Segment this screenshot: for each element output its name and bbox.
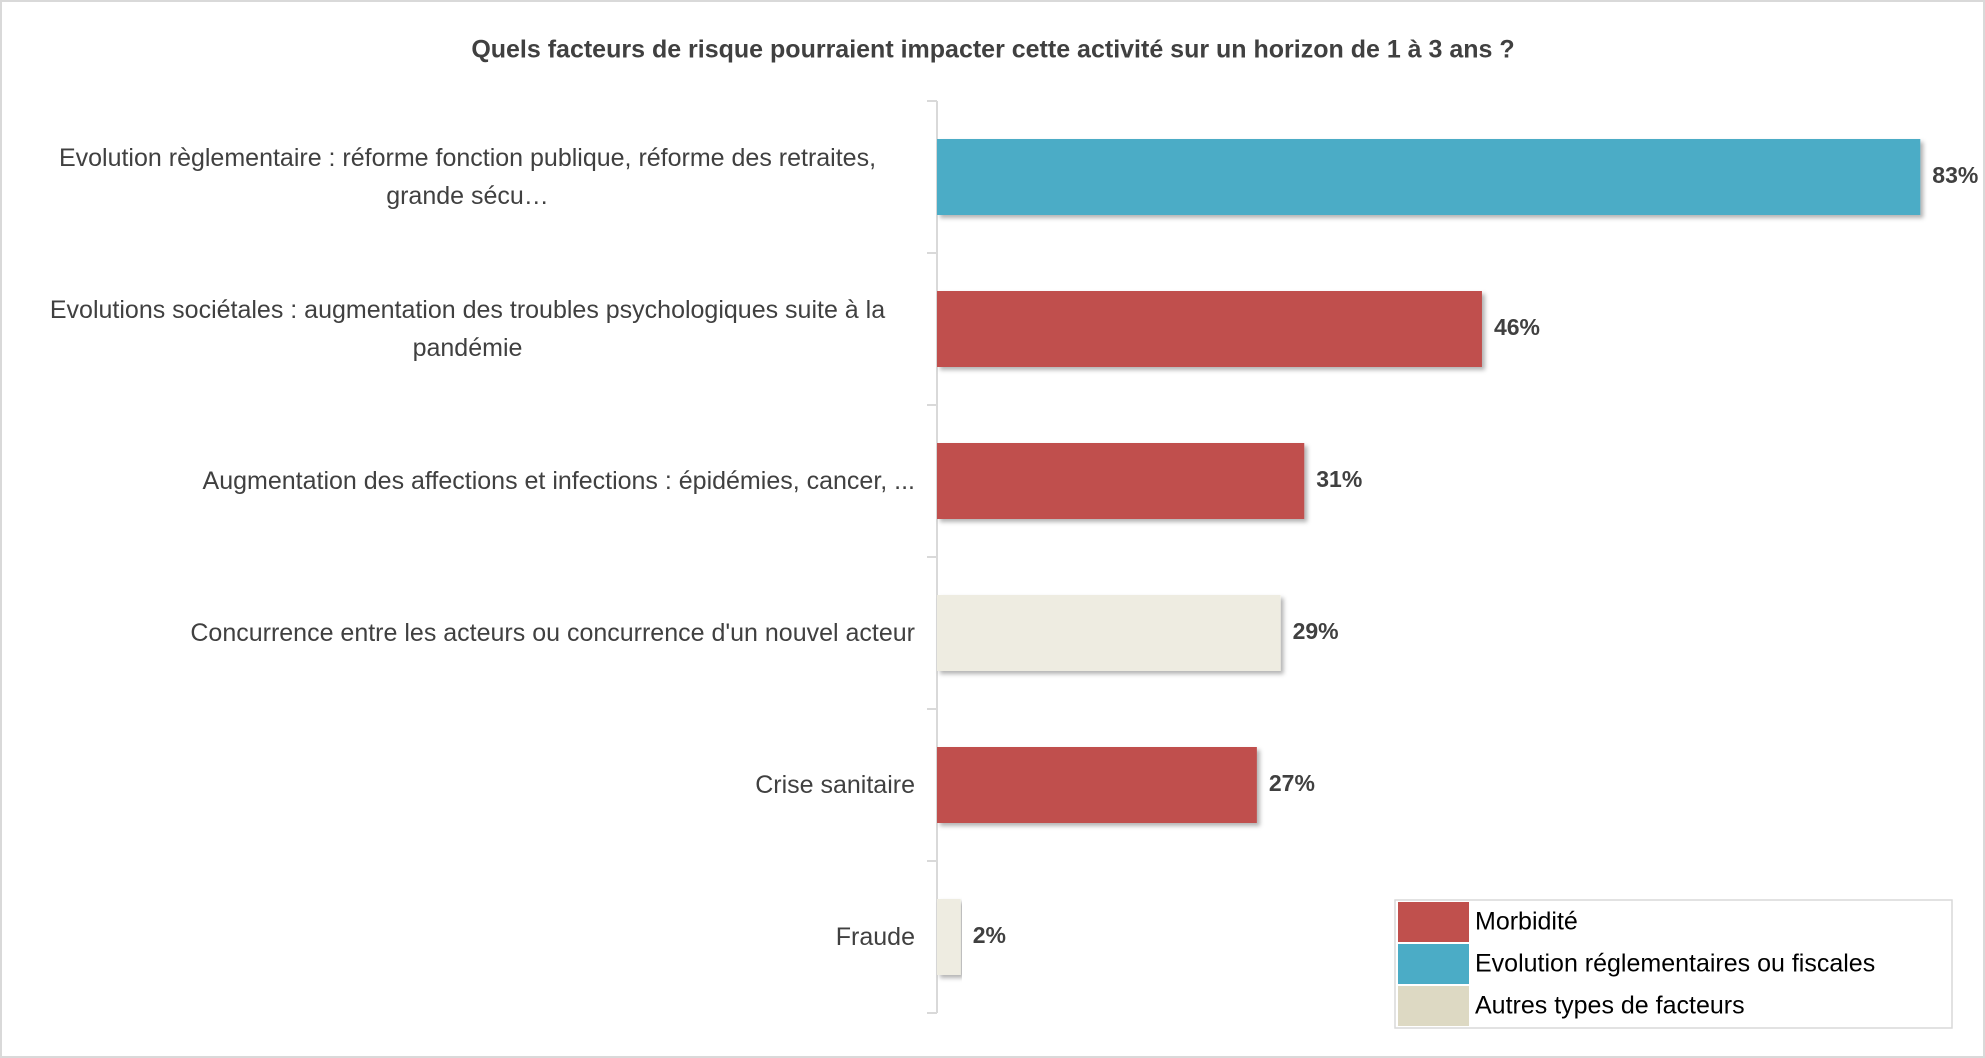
legend-swatch [1398, 902, 1469, 942]
category-label: Concurrence entre les acteurs ou concurr… [20, 614, 915, 652]
value-label: 31% [1316, 466, 1362, 492]
category-text: Augmentation des affections et infection… [202, 467, 915, 495]
value-label: 27% [1269, 770, 1315, 796]
value-label: 29% [1293, 618, 1339, 644]
bar [937, 899, 961, 975]
bar [937, 595, 1281, 671]
legend-box [1394, 899, 1953, 1029]
chart-title: Quels facteurs de risque pourraient impa… [471, 36, 1514, 64]
legend-swatch [1398, 944, 1469, 984]
bar [937, 747, 1257, 823]
category-label: Evolution règlementaire : réforme foncti… [20, 139, 915, 215]
category-text: Fraude [835, 923, 915, 951]
category-label: Augmentation des affections et infection… [20, 462, 915, 500]
category-label: Evolutions sociétales : augmentation des… [20, 291, 915, 367]
value-label: 83% [1932, 162, 1978, 188]
value-label: 2% [973, 922, 1006, 948]
category-text: Evolutions sociétales : augmentation des… [49, 296, 886, 362]
legend-label: Evolution réglementaires ou fiscales [1475, 950, 1875, 978]
category-label: Crise sanitaire [20, 766, 915, 804]
legend-label: Morbidité [1475, 908, 1578, 936]
value-label: 46% [1494, 314, 1540, 340]
category-label: Fraude [20, 918, 915, 956]
legend-swatch [1398, 986, 1469, 1026]
legend-label: Autres types de facteurs [1475, 992, 1745, 1020]
category-text: Concurrence entre les acteurs ou concurr… [190, 619, 915, 647]
bar [937, 139, 1921, 215]
category-text: Crise sanitaire [755, 771, 915, 799]
bar [937, 291, 1482, 367]
bar [937, 443, 1305, 519]
category-text: Evolution règlementaire : réforme foncti… [58, 144, 877, 210]
